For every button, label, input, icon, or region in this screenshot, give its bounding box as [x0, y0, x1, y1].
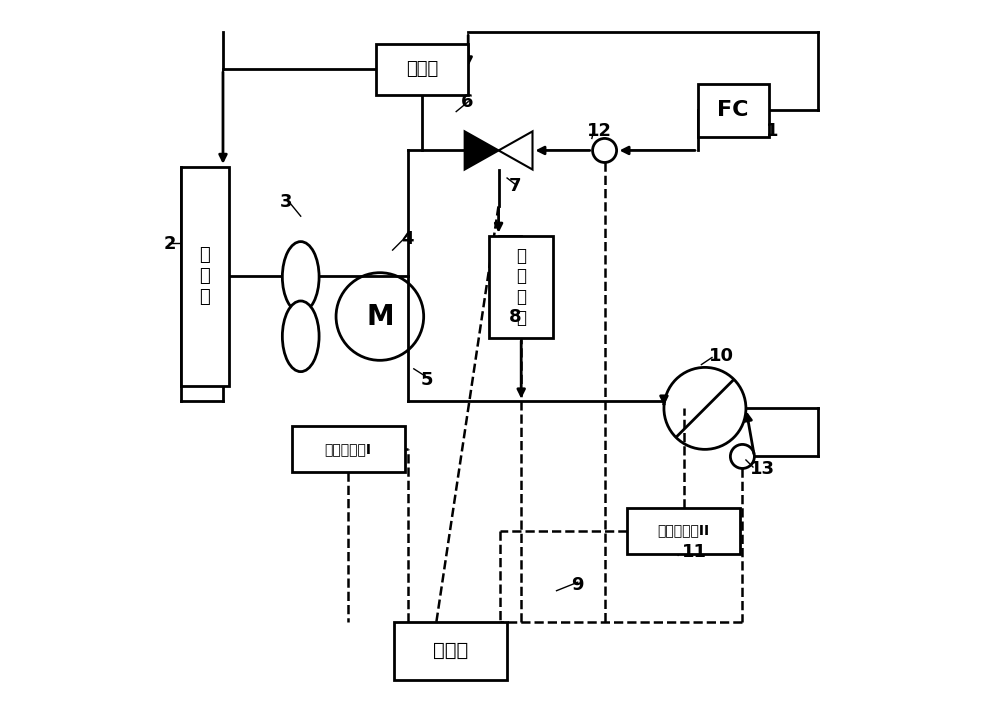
Text: 电源变换器II: 电源变换器II: [658, 523, 710, 538]
Ellipse shape: [282, 301, 319, 372]
FancyBboxPatch shape: [376, 44, 468, 94]
Text: 电源变换器I: 电源变换器I: [325, 443, 372, 456]
Text: FC: FC: [717, 100, 749, 120]
Text: 8: 8: [508, 307, 521, 325]
FancyBboxPatch shape: [394, 622, 507, 680]
Ellipse shape: [282, 242, 319, 312]
Text: 11: 11: [682, 543, 707, 561]
FancyBboxPatch shape: [181, 167, 229, 386]
Polygon shape: [499, 132, 533, 169]
Text: 4: 4: [401, 230, 414, 248]
Text: 膨胀箱: 膨胀箱: [406, 60, 438, 78]
Text: 2: 2: [164, 235, 176, 253]
FancyBboxPatch shape: [292, 426, 405, 473]
Text: 13: 13: [750, 460, 775, 478]
Text: 加
热
模
组: 加 热 模 组: [516, 247, 526, 327]
Text: 7: 7: [508, 177, 521, 195]
Text: 1: 1: [766, 122, 778, 140]
Text: 散
热
器: 散 热 器: [199, 247, 210, 306]
Text: M: M: [366, 302, 394, 330]
FancyBboxPatch shape: [627, 508, 740, 553]
Polygon shape: [465, 132, 499, 169]
Text: 12: 12: [587, 122, 612, 140]
Text: 10: 10: [708, 347, 733, 365]
Text: 9: 9: [571, 576, 583, 594]
Text: 控制器: 控制器: [433, 641, 468, 660]
FancyBboxPatch shape: [489, 236, 553, 338]
Text: 6: 6: [460, 93, 473, 111]
Text: 5: 5: [421, 371, 433, 389]
FancyBboxPatch shape: [698, 84, 769, 137]
Text: 3: 3: [280, 193, 292, 211]
